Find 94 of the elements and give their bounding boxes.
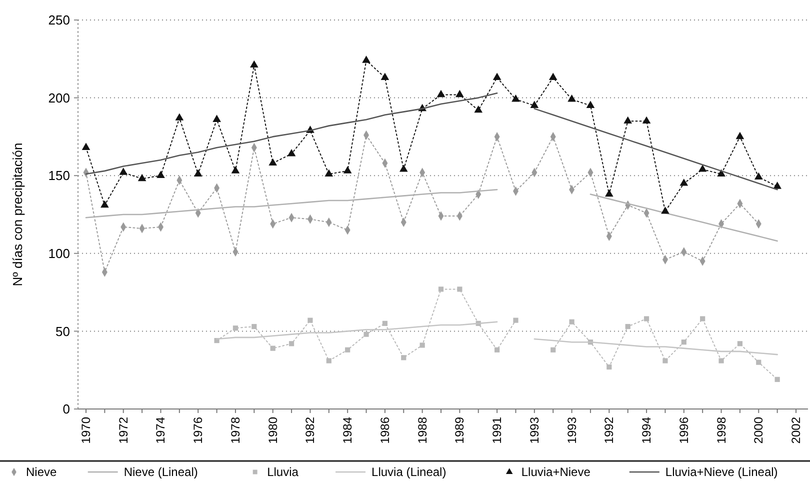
point [287,149,296,156]
point [474,105,483,113]
point [362,56,370,63]
point [401,355,406,360]
y-tick-label: 50 [56,324,70,339]
point [586,100,595,108]
point [568,94,576,102]
point [492,72,502,80]
x-tick-label: 1994 [640,416,654,444]
point [270,346,276,351]
point [513,318,518,323]
legend-label: Nieve [26,465,58,480]
point [661,206,670,214]
x-tick-label: 1992 [602,416,616,444]
point [457,286,462,292]
point [644,316,650,322]
x-tick-label: 2000 [752,416,766,444]
point [718,358,724,364]
legend-label: Nieve (Lineal) [124,465,198,480]
y-tick-label: 200 [48,90,70,106]
x-tick-label: 1978 [228,416,242,444]
x-tick-label: 1996 [676,416,691,444]
point [642,116,651,124]
point [438,286,444,292]
point [212,114,221,122]
x-tick-label: 1970 [79,416,93,444]
point [550,347,556,352]
point [194,169,202,176]
point [231,166,240,174]
point [774,376,780,382]
point [512,94,520,102]
x-tick-label: 1989 [452,416,467,444]
x-tick-label: 1984 [340,416,355,444]
point [268,158,278,166]
point [436,90,446,98]
x-tick-label: 1998 [714,416,728,444]
point [662,358,668,364]
point [548,72,558,80]
legend-label: Lluvia+Nieve (Lineal) [665,465,778,480]
x-tick-label: 1980 [266,416,280,444]
point [308,318,313,323]
point [604,189,614,197]
legend-label: Lluvia (Lineal) [372,465,446,480]
x-tick-label: 1991 [490,416,504,444]
point [250,60,258,68]
point [399,164,408,172]
point [698,164,707,172]
point [119,168,128,175]
x-tick-label: 1976 [191,416,206,444]
point [700,316,706,322]
point [606,364,612,370]
point [345,347,350,352]
point [456,90,464,98]
point [343,166,352,174]
x-tick-label: 1993 [564,416,579,444]
y-tick-label: 0 [62,402,70,417]
x-tick-label: 1993 [527,416,542,444]
y-tick-label: 150 [48,168,70,184]
y-axis-title: Nº días con precipitación [10,142,25,286]
point [382,320,388,326]
x-tick-label: 2002 [789,416,803,444]
x-tick-label: 1982 [303,416,318,444]
point [624,116,632,124]
point [324,169,334,176]
point [756,360,762,365]
point [138,174,146,182]
point [380,72,390,80]
point [156,170,165,178]
point [681,340,686,345]
point [364,332,369,337]
point [82,142,90,150]
point [530,100,539,108]
x-tick-label: 1972 [116,416,130,444]
point [680,178,688,186]
point [252,324,257,330]
legend-label: Lluvia+Nieve [521,465,591,480]
point [420,342,425,348]
point [494,347,500,352]
point [737,341,742,346]
y-tick-label: 100 [48,246,70,261]
point [326,358,332,364]
y-tick-label: 250 [48,12,70,28]
x-tick-label: 1986 [378,416,392,444]
point [100,200,109,208]
x-tick-label: 1974 [154,416,168,444]
legend-label: Lluvia [267,465,299,480]
point [569,319,574,324]
x-tick-label: 1988 [415,416,430,444]
point [625,324,630,330]
point [232,326,238,331]
point [754,172,763,180]
point [736,132,744,140]
point [288,341,294,346]
point [175,113,184,120]
